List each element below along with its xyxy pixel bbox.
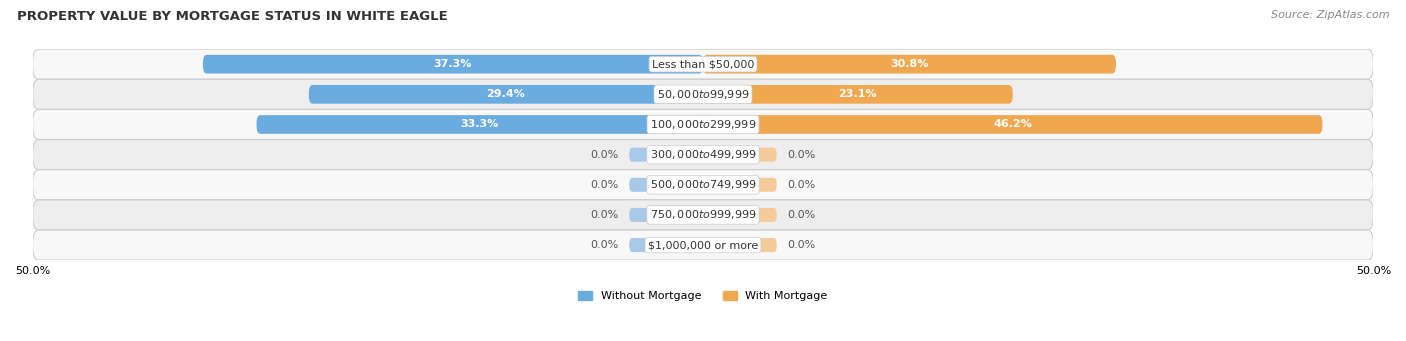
Text: 46.2%: 46.2% [993, 119, 1032, 130]
Text: 0.0%: 0.0% [787, 180, 815, 190]
FancyBboxPatch shape [703, 55, 1116, 74]
FancyBboxPatch shape [32, 139, 1374, 170]
FancyBboxPatch shape [309, 85, 703, 104]
Text: PROPERTY VALUE BY MORTGAGE STATUS IN WHITE EAGLE: PROPERTY VALUE BY MORTGAGE STATUS IN WHI… [17, 10, 447, 23]
FancyBboxPatch shape [703, 115, 1323, 134]
Text: $750,000 to $999,999: $750,000 to $999,999 [650, 208, 756, 221]
FancyBboxPatch shape [32, 109, 1374, 139]
Text: $1,000,000 or more: $1,000,000 or more [648, 240, 758, 250]
Text: Less than $50,000: Less than $50,000 [652, 59, 754, 69]
Text: $50,000 to $99,999: $50,000 to $99,999 [657, 88, 749, 101]
Text: 37.3%: 37.3% [434, 59, 472, 69]
Legend: Without Mortgage, With Mortgage: Without Mortgage, With Mortgage [578, 291, 828, 301]
FancyBboxPatch shape [703, 148, 776, 162]
FancyBboxPatch shape [703, 208, 776, 222]
Text: 0.0%: 0.0% [591, 150, 619, 160]
Text: 0.0%: 0.0% [787, 240, 815, 250]
FancyBboxPatch shape [630, 148, 703, 162]
FancyBboxPatch shape [703, 238, 776, 252]
FancyBboxPatch shape [32, 49, 1374, 79]
FancyBboxPatch shape [703, 85, 1012, 104]
FancyBboxPatch shape [32, 170, 1374, 200]
FancyBboxPatch shape [32, 79, 1374, 109]
FancyBboxPatch shape [32, 230, 1374, 260]
FancyBboxPatch shape [630, 178, 703, 192]
FancyBboxPatch shape [256, 115, 703, 134]
FancyBboxPatch shape [32, 200, 1374, 230]
Text: 29.4%: 29.4% [486, 89, 526, 99]
Text: 0.0%: 0.0% [787, 210, 815, 220]
Text: 0.0%: 0.0% [591, 240, 619, 250]
Text: 0.0%: 0.0% [591, 210, 619, 220]
Text: 23.1%: 23.1% [838, 89, 877, 99]
FancyBboxPatch shape [630, 208, 703, 222]
Text: $300,000 to $499,999: $300,000 to $499,999 [650, 148, 756, 161]
Text: $100,000 to $299,999: $100,000 to $299,999 [650, 118, 756, 131]
Text: 33.3%: 33.3% [461, 119, 499, 130]
FancyBboxPatch shape [202, 55, 703, 74]
Text: $500,000 to $749,999: $500,000 to $749,999 [650, 178, 756, 191]
Text: Source: ZipAtlas.com: Source: ZipAtlas.com [1271, 10, 1389, 20]
Text: 30.8%: 30.8% [890, 59, 929, 69]
FancyBboxPatch shape [703, 178, 776, 192]
Text: 0.0%: 0.0% [787, 150, 815, 160]
FancyBboxPatch shape [630, 238, 703, 252]
Text: 0.0%: 0.0% [591, 180, 619, 190]
